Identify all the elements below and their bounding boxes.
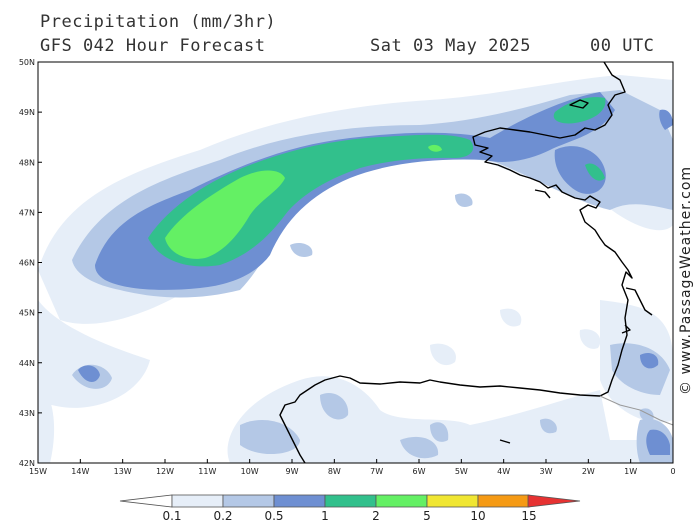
lon-label: 6W <box>413 467 426 476</box>
legend-swatch <box>273 494 326 508</box>
lat-label: 42N <box>19 459 35 468</box>
legend-label: 1 <box>321 509 329 523</box>
legend-swatch <box>222 494 275 508</box>
lon-label: 13W <box>114 467 132 476</box>
lat-label: 45N <box>19 309 35 318</box>
lat-label: 49N <box>19 108 35 117</box>
lon-label: 5W <box>455 467 468 476</box>
precip-2-areas <box>165 144 442 259</box>
lon-label: 11W <box>198 467 216 476</box>
map-subtitle: GFS 042 Hour Forecast <box>40 36 266 56</box>
lat-label: 50N <box>19 58 35 67</box>
legend-right-tip <box>527 494 581 508</box>
coastline <box>279 61 653 464</box>
lon-label: 9W <box>286 467 299 476</box>
legend-swatch <box>477 494 530 508</box>
longitude-axis: 15W 14W 13W 12W 11W 10W 9W 8W 7W 6W 5W 4W 3W 2W 1W 0 <box>29 459 676 476</box>
lat-label: 47N <box>19 208 35 217</box>
lon-label: 14W <box>71 467 89 476</box>
latitude-axis: 42N 43N 44N 45N 46N 47N 48N 49N 50N <box>19 58 42 468</box>
legend-label: 10 <box>470 509 485 523</box>
legend-label: 0.5 <box>264 509 283 523</box>
lon-label: 0 <box>670 467 675 476</box>
lon-label: 4W <box>497 467 510 476</box>
forecast-date: Sat 03 May 2025 <box>370 36 532 56</box>
lon-label: 1W <box>624 467 637 476</box>
legend-swatch <box>171 494 224 508</box>
lon-label: 15W <box>29 467 47 476</box>
lon-label: 12W <box>156 467 174 476</box>
legend-label: 2 <box>372 509 380 523</box>
lat-label: 48N <box>19 158 35 167</box>
forecast-time: 00 UTC <box>590 36 655 56</box>
legend-swatch <box>375 494 428 508</box>
legend-swatch <box>324 494 377 508</box>
map-title: Precipitation (mm/3hr) <box>40 12 277 32</box>
legend-label: 0.2 <box>213 509 232 523</box>
border-lines <box>599 395 674 426</box>
legend-label: 5 <box>423 509 431 523</box>
lat-label: 44N <box>19 359 35 368</box>
lon-label: 3W <box>540 467 553 476</box>
precipitation-field <box>38 75 673 463</box>
credit-text: © www.PassageWeather.com <box>678 165 694 395</box>
lon-label: 10W <box>241 467 259 476</box>
legend-label: 15 <box>521 509 536 523</box>
lat-label: 46N <box>19 259 35 268</box>
lon-label: 7W <box>370 467 383 476</box>
legend-label: 0.1 <box>162 509 181 523</box>
precipitation-legend: 0.1 0.2 0.5 1 2 5 10 15 <box>119 494 581 523</box>
legend-left-tip <box>119 494 173 508</box>
lon-label: 8W <box>328 467 341 476</box>
lat-label: 43N <box>19 409 35 418</box>
lon-label: 2W <box>582 467 595 476</box>
legend-swatch <box>426 494 479 508</box>
